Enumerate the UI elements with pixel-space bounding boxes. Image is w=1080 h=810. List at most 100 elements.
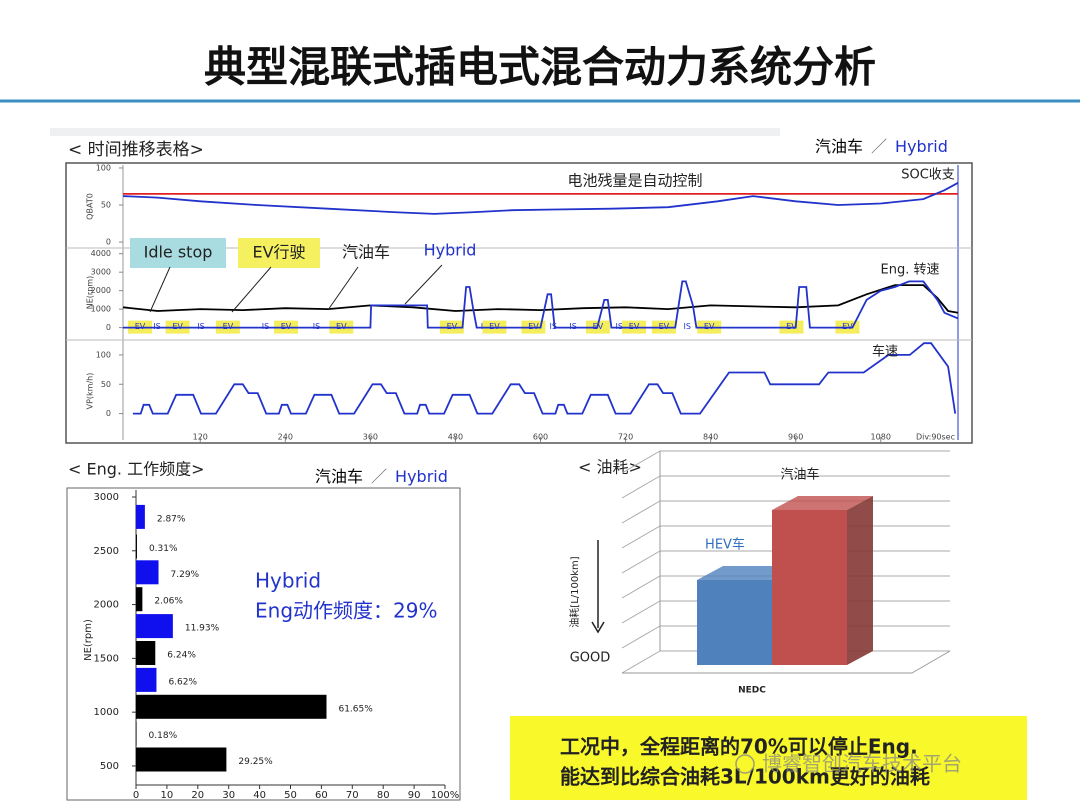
mode-label: EV: [172, 322, 183, 331]
value-label: 0.18%: [149, 731, 178, 741]
bar: [136, 560, 159, 585]
mode-label: EV: [629, 322, 640, 331]
mode-label: EV: [135, 322, 146, 331]
chart-heading: < 时间推移表格>: [68, 140, 204, 160]
floor-right: [911, 650, 951, 674]
side-grid: [621, 500, 661, 524]
side-grid: [621, 575, 661, 599]
annotation: Hybrid: [255, 569, 321, 593]
x-tick-label: 80: [377, 790, 390, 801]
bar-top: [772, 496, 873, 510]
mode-label: IS: [262, 322, 269, 331]
callout-label: Idle stop: [144, 243, 213, 262]
top-band: [50, 128, 780, 136]
mode-label: EV: [489, 322, 500, 331]
annotation: Eng动作频度：29%: [255, 599, 437, 623]
value-label: 61.65%: [338, 704, 373, 714]
y-tick-label: 1000: [94, 707, 119, 718]
chart-frame: [66, 487, 461, 801]
callout-arrow: [404, 264, 443, 305]
x-tick-label: 50: [284, 790, 297, 801]
callout-arrow: [149, 266, 171, 313]
side-grid: [621, 625, 661, 649]
y-tick-label: 100: [96, 163, 111, 172]
x-tick-label: 840: [703, 433, 718, 442]
summary-box: [510, 716, 1027, 800]
bar: [772, 510, 847, 665]
y-axis-label: 油耗[L/100km]: [568, 556, 581, 627]
mode-label: IS: [197, 322, 204, 331]
mode-label: EV: [223, 322, 234, 331]
side-grid: [621, 650, 661, 674]
callout-arrow: [231, 266, 272, 313]
mode-label: IS: [153, 322, 160, 331]
bar: [136, 667, 157, 692]
legend-label: 汽油车: [315, 467, 363, 486]
summary-line: 工况中，全程距离的70%可以停止Eng.: [560, 735, 918, 759]
y-tick-label: 2000: [94, 600, 119, 611]
side-grid: [621, 475, 661, 499]
y-axis-label: VP(km/h): [86, 373, 95, 410]
mode-label: EV: [447, 322, 458, 331]
bar: [697, 580, 772, 665]
category-label: 汽油车: [780, 467, 819, 483]
mode-label: EV: [786, 322, 797, 331]
bar: [136, 587, 143, 612]
y-tick-label: 0: [106, 409, 111, 418]
legend-separator: ／: [871, 137, 887, 156]
y-axis-label: NE(rpm): [83, 619, 94, 661]
x-tick-label: 720: [618, 433, 633, 442]
value-label: 6.24%: [167, 650, 196, 660]
bar: [136, 504, 145, 529]
x-tick-label: 60: [315, 790, 328, 801]
callout-label: Hybrid: [424, 241, 477, 260]
x-tick-label: 40: [253, 790, 266, 801]
summary-line: 能达到比综合油耗3L/100km更好的油耗: [560, 765, 930, 789]
bar: [136, 694, 327, 719]
side-grid: [621, 525, 661, 549]
bar: [136, 747, 227, 772]
value-label: 6.62%: [168, 677, 197, 687]
x-tick-label: 120: [193, 433, 208, 442]
x-tick-label: 0: [133, 790, 139, 801]
mode-label: EV: [659, 322, 670, 331]
x-tick-label: 20: [191, 790, 204, 801]
watermark: 博睿智创汽车技术平台: [762, 752, 962, 776]
y-tick-label: 3000: [91, 268, 111, 277]
slide-title: 典型混联式插电式混合动力系统分析: [204, 43, 876, 92]
x-tick-label: 600: [533, 433, 548, 442]
bar: [136, 534, 137, 559]
good-arrowhead: [591, 621, 605, 634]
value-label: 11.93%: [185, 624, 220, 634]
y-tick-label: 0: [106, 323, 111, 332]
y-tick-label: 2000: [91, 286, 111, 295]
legend: 汽油车 ／ Hybrid: [815, 137, 948, 156]
callout-box: [130, 238, 226, 268]
x-note: Div:90sec: [916, 433, 955, 442]
mode-label: EV: [336, 322, 347, 331]
legend-separator: ／: [371, 467, 387, 486]
value-label: 2.06%: [154, 597, 183, 607]
legend-label: 汽油车: [815, 137, 863, 156]
mode-label: IS: [615, 322, 622, 331]
x-tick-label: 360: [363, 433, 378, 442]
x-axis-label: NEDC: [738, 686, 766, 696]
y-tick-label: 50: [101, 380, 111, 389]
mode-label: EV: [281, 322, 292, 331]
x-tick-label: 480: [448, 433, 463, 442]
side-grid: [621, 550, 661, 574]
bar: [136, 614, 173, 639]
bar: [136, 640, 156, 665]
y-tick-label: 1500: [94, 653, 119, 664]
mode-label: EV: [528, 322, 539, 331]
y-tick-label: 1000: [91, 305, 111, 314]
x-tick-label: 10: [161, 790, 174, 801]
y-axis-label: NE(rpm): [86, 276, 95, 309]
panel-label: 车速: [872, 344, 898, 360]
bar-side: [847, 496, 873, 665]
x-tick-label: 100%: [431, 790, 460, 801]
callout-box: [238, 238, 320, 268]
legend: 汽油车 ／ Hybrid: [315, 467, 448, 486]
mode-label: IS: [569, 322, 576, 331]
